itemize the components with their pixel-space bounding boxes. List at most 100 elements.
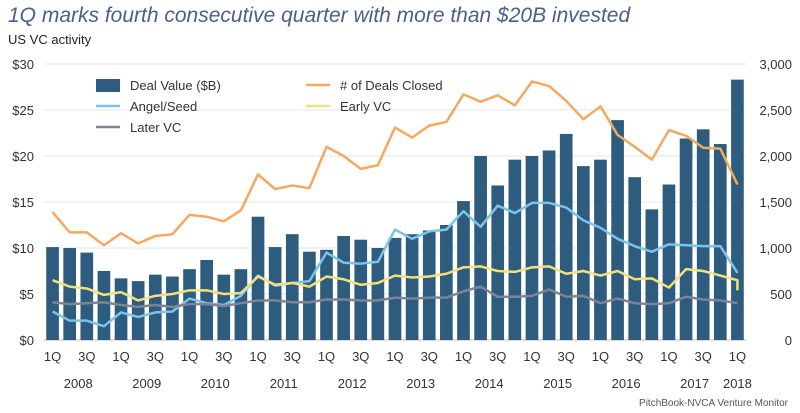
- quarter-tick-label: 1Q: [44, 349, 61, 364]
- quarter-tick-label: 1Q: [386, 349, 403, 364]
- quarter-tick-label: 3Q: [558, 349, 575, 364]
- year-label: 2008: [64, 376, 93, 391]
- deal-value-bar: [148, 274, 162, 340]
- quarter-tick-label: 3Q: [215, 349, 232, 364]
- early-vc-line: [52, 265, 739, 302]
- deal-value-bar: [268, 247, 282, 340]
- deal-count-lines: [51, 80, 739, 328]
- deal-value-bar: [80, 252, 94, 340]
- quarter-tick-label: 3Q: [352, 349, 369, 364]
- deal-value-bar: [731, 79, 744, 340]
- deal-value-bar: [303, 251, 316, 340]
- right-tick-label: 2,500: [759, 103, 792, 118]
- year-label: 2014: [475, 376, 504, 391]
- quarter-tick-label: 1Q: [249, 349, 266, 364]
- quarter-tick-label: 3Q: [147, 349, 164, 364]
- chart-source: PitchBook-NVCA Venture Monitor: [639, 398, 788, 409]
- deal-value-bar: [354, 239, 368, 340]
- quarter-tick-label: 1Q: [660, 349, 677, 364]
- left-tick-label: $0: [20, 333, 34, 348]
- year-label: 2012: [338, 376, 367, 391]
- deal-value-bar: [474, 156, 487, 340]
- year-label: 2015: [543, 376, 572, 391]
- year-label: 2013: [406, 376, 435, 391]
- quarter-tick-label: 3Q: [626, 349, 643, 364]
- quarter-tick-label: 3Q: [489, 349, 506, 364]
- deal-value-bar: [713, 144, 727, 340]
- quarter-tick-label: 3Q: [78, 349, 95, 364]
- right-tick-label: 500: [770, 287, 792, 302]
- deal-value-bars: [46, 79, 744, 341]
- quarter-tick-label: 3Q: [695, 349, 712, 364]
- chart-subtitle: US VC activity: [8, 32, 92, 47]
- deal-value-bar: [525, 156, 539, 340]
- deal-value-bar: [46, 247, 59, 340]
- deal-value-bar: [320, 249, 333, 340]
- year-label: 2010: [201, 376, 230, 391]
- deal-value-bar: [645, 209, 659, 340]
- deal-value-bar: [696, 129, 710, 340]
- deal-value-bar: [63, 248, 77, 340]
- deal-value-bar: [559, 133, 573, 340]
- right-tick-label: 3,000: [759, 57, 792, 72]
- deal-value-bar: [251, 216, 265, 340]
- of-deals-closed-line: [51, 80, 739, 247]
- deal-value-bar: [405, 234, 419, 340]
- deal-value-bar: [217, 274, 231, 340]
- deal-value-bar: [337, 236, 350, 340]
- deal-value-bar: [542, 150, 556, 340]
- right-tick-label: 2,000: [759, 149, 792, 164]
- deal-value-bar: [371, 248, 385, 340]
- year-label: 2018: [723, 376, 752, 391]
- legend: Deal Value ($B) # of Deals Closed Angel/Se…: [96, 78, 443, 135]
- legend-label-deal-value-b: Deal Value ($B): [130, 78, 221, 93]
- quarter-tick-label: 3Q: [421, 349, 438, 364]
- quarter-tick-label: 1Q: [455, 349, 472, 364]
- left-axis-ticks: $0 $5 $10 $15 $20 $25 $30: [12, 57, 34, 348]
- legend-label-angel-seed: Angel/Seed: [130, 99, 197, 114]
- legend-label-later-vc: Later VC: [130, 120, 181, 135]
- later-vc-line: [52, 285, 738, 309]
- deal-value-bar: [440, 225, 453, 340]
- deal-value-bar: [234, 269, 248, 340]
- quarter-ticks: 1Q 3Q 1Q 3Q 1Q 3Q 1Q 3Q 1Q 3Q 1Q 3Q 1Q 3Q 1Q 3Q 1Q 3Q 1Q 3Q…: [44, 349, 746, 364]
- left-tick-label: $5: [20, 287, 34, 302]
- right-axis-ticks: 0 500 1,000 1,500 2,000 2,500 3,000: [759, 57, 792, 348]
- chart-title: 1Q marks fourth consecutive quarter with…: [8, 4, 631, 27]
- deal-value-bar: [508, 159, 522, 340]
- right-tick-label: 1,500: [759, 195, 792, 210]
- left-tick-label: $20: [12, 149, 34, 164]
- year-label: 2016: [612, 376, 641, 391]
- legend-label-of-deals-closed: # of Deals Closed: [340, 78, 443, 93]
- deal-value-bar: [285, 234, 299, 340]
- quarter-tick-label: 1Q: [523, 349, 540, 364]
- quarter-tick-label: 1Q: [729, 349, 746, 364]
- deal-value-bar: [114, 278, 128, 340]
- deal-value-bar: [662, 184, 676, 340]
- deal-value-bar: [628, 177, 642, 340]
- quarter-tick-label: 1Q: [181, 349, 198, 364]
- year-labels: 2008 2009 2010 2011 2012 2013 2014 2015 2016 2017…: [64, 376, 752, 391]
- quarter-tick-label: 1Q: [592, 349, 609, 364]
- deal-value-bar: [131, 281, 145, 340]
- left-tick-label: $10: [12, 241, 34, 256]
- deal-value-bar: [97, 271, 111, 340]
- left-tick-label: $25: [12, 103, 34, 118]
- year-label: 2017: [680, 376, 709, 391]
- right-tick-label: 1,000: [759, 241, 792, 256]
- legend-swatch-deal-value-b: [96, 79, 120, 92]
- quarter-tick-label: 1Q: [112, 349, 129, 364]
- right-tick-label: 0: [785, 333, 792, 348]
- year-label: 2009: [132, 376, 161, 391]
- deal-value-bar: [491, 185, 505, 340]
- angel-seed-line: [51, 201, 739, 328]
- deal-value-bar: [611, 120, 624, 341]
- year-label: 2011: [270, 376, 298, 391]
- quarter-tick-label: 1Q: [318, 349, 335, 364]
- deal-value-bar: [594, 159, 607, 340]
- deal-value-bar: [388, 237, 402, 340]
- left-tick-label: $15: [12, 195, 34, 210]
- deal-value-bar: [422, 230, 436, 340]
- deal-value-bar: [577, 166, 590, 340]
